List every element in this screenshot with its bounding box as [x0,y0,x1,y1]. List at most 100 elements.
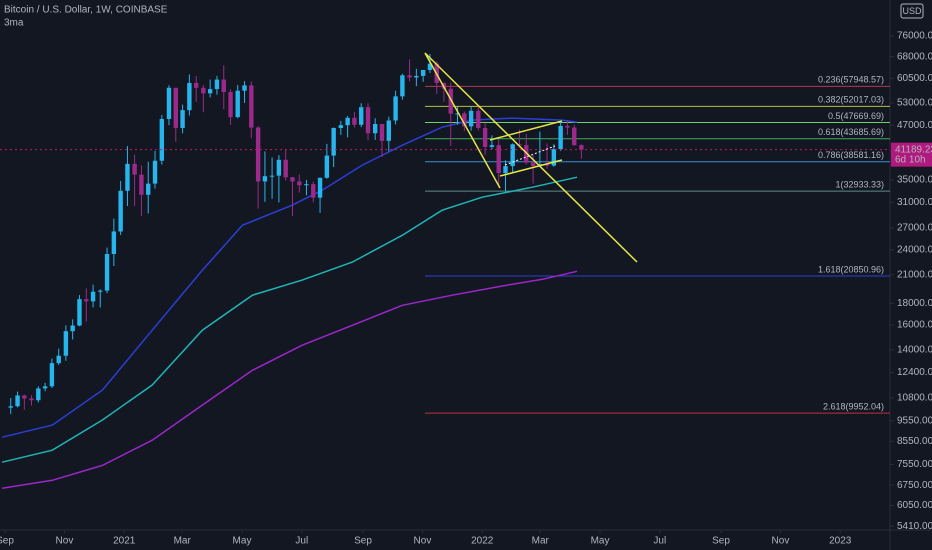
candle-body [468,110,474,127]
candle-body [166,87,172,119]
candle-body [249,85,254,128]
candle-body [98,290,103,292]
x-tick-label: Sep [712,536,730,547]
candle-body [448,88,453,114]
fib-label: 0.786(38581.16) [818,150,884,160]
candle-body [352,117,357,125]
candle-body [159,118,165,161]
fib-label: 0.382(52017.03) [818,95,884,105]
y-tick-label: 10800.00 [897,393,932,404]
candle-body [118,190,123,232]
y-tick-label: 31000.00 [897,197,932,208]
fib-label: 1.618(20850.96) [818,264,884,274]
y-tick-label: 7550.00 [897,459,932,470]
x-tick-label: 2022 [471,536,494,547]
x-tick-label: Sep [354,536,372,547]
candle-body [503,166,508,174]
candle-body [214,79,220,90]
x-tick-label: May [233,536,252,547]
candle-body [262,176,268,182]
candle-body [482,127,488,147]
candle-body [558,125,563,150]
candle-body [572,127,577,146]
trendline [424,52,638,263]
candle-body [56,355,61,364]
candle-body [345,117,350,126]
candle-body [407,75,412,78]
candle-body [297,181,302,186]
candle-body [524,145,529,163]
candle-body [193,83,199,88]
countdown-label: 6d 10h [895,154,926,165]
candle-body [90,291,96,302]
candle-body [104,253,110,291]
last-price-label: 41189.23 [895,144,932,155]
y-tick-label: 5410.00 [897,521,932,532]
channel-top [489,120,563,141]
candle-body [207,89,213,94]
candle-body [36,388,41,401]
candle-body [235,90,240,118]
y-tick-label: 16000.00 [897,320,932,331]
y-tick-label: 6050.00 [897,500,932,511]
candle-body [70,325,75,332]
y-tick-label: 68000.00 [897,51,932,62]
last-price-box [891,142,932,167]
candle-body [152,160,158,184]
currency-box[interactable] [900,3,924,19]
y-tick-label: 47000.00 [897,120,932,131]
candle-body [311,184,316,198]
trendline [424,52,501,189]
x-tick-label: Mar [174,536,192,547]
candle-body [221,79,226,93]
candle-body [29,398,34,401]
candle-body [462,113,467,127]
candle-body [111,231,117,254]
candle-body [15,395,20,407]
fib-label: 0.236(57948.57) [818,75,884,85]
x-tick-label: 2021 [113,536,136,547]
candle-body [283,159,288,178]
candle-body [414,75,419,78]
candle-body [146,183,151,195]
candle-body [228,92,233,118]
candle-body [173,87,178,128]
y-tick-label: 60500.00 [897,73,932,84]
x-tick-label: Sep [0,536,14,547]
candle-body [187,83,192,111]
candle-body [386,120,391,141]
candle-body [8,406,13,408]
candle-body [269,175,275,177]
y-tick-label: 53000.00 [897,98,932,109]
y-tick-label: 8550.00 [897,436,932,447]
candle-body [255,127,261,182]
candle-body [427,63,433,70]
channel-bottom [499,159,563,177]
y-tick-label: 9550.00 [897,415,932,426]
drawings [424,52,638,263]
candle-body [22,395,27,399]
y-tick-label: 14000.00 [897,344,932,355]
candle-body [201,87,206,94]
y-tick-label: 35000.00 [897,175,932,186]
candle-body [379,124,385,141]
candle-body [565,125,570,128]
candle-body [372,124,378,134]
currency[interactable]: USD [902,6,922,16]
x-tick-label: 2023 [829,536,852,547]
y-tick-label: 18000.00 [897,298,932,309]
candle-body [77,299,82,326]
candle-body [63,331,69,356]
candle-body [49,363,55,387]
candle-body [180,110,185,128]
candle-body [132,163,137,175]
candle-body [530,162,536,167]
candle-body [393,96,398,121]
y-tick-label: 12400.00 [897,367,932,378]
candle-body [365,107,371,134]
candle-body [544,164,550,166]
candle-body [476,110,481,128]
